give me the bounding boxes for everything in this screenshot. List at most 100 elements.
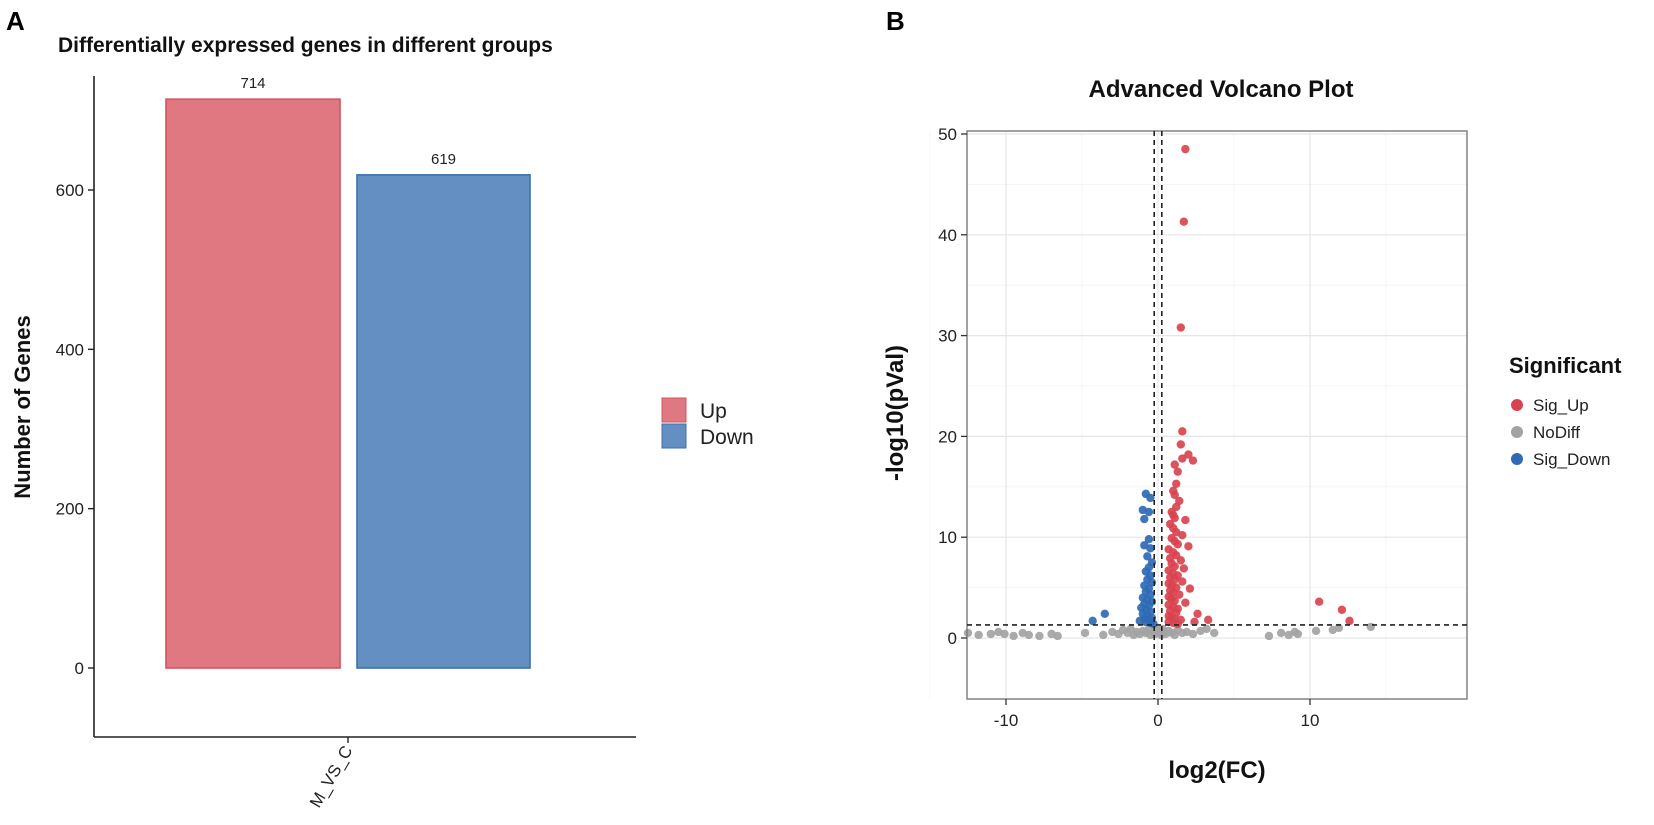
volcano-axes: -10 0 10 0 10 20 30 40 50	[938, 125, 1319, 730]
point-nodiff	[1293, 629, 1303, 639]
volcano-x-tick-label: 0	[1153, 711, 1162, 730]
legend-dot-nodiff	[1511, 426, 1523, 438]
bar-y-tick-label: 200	[56, 500, 84, 519]
point-sig-down	[1149, 619, 1158, 629]
point-nodiff	[986, 629, 995, 639]
point-sig-up	[1170, 513, 1179, 523]
panel-b-label: B	[886, 6, 905, 36]
bar-down	[356, 174, 531, 669]
legend-label-sig-down: Sig_Down	[1533, 450, 1611, 469]
point-sig-down	[1143, 552, 1152, 561]
bar-x-tick-label: M_VS_C	[306, 743, 356, 811]
point-sig-down	[1140, 514, 1149, 524]
volcano-points	[963, 144, 1376, 641]
point-nodiff	[1264, 631, 1274, 641]
volcano-legend: Significant Sig_Up NoDiff Sig_Down	[1509, 353, 1622, 469]
point-nodiff	[1276, 628, 1286, 638]
bar-y-tick-label: 600	[56, 181, 84, 200]
point-sig-up	[1170, 562, 1179, 571]
legend-label-down: Down	[700, 426, 754, 449]
legend-swatch-down	[661, 423, 687, 449]
legend-dot-sig-down	[1511, 453, 1523, 465]
point-sig-up	[1178, 577, 1187, 586]
point-nodiff	[1334, 623, 1344, 633]
point-sig-up	[1173, 619, 1182, 629]
point-sig-up	[1190, 617, 1199, 627]
point-sig-down	[1088, 616, 1097, 626]
point-sig-up	[1173, 540, 1182, 549]
point-nodiff	[963, 628, 973, 638]
point-sig-down	[1100, 609, 1110, 619]
volcano-x-tick-label: -10	[994, 711, 1019, 730]
bar-data-label: 714	[240, 75, 265, 92]
volcano-y-tick-label: 50	[938, 125, 957, 144]
volcano-panel-border	[966, 130, 1468, 700]
point-nodiff	[1311, 626, 1321, 636]
point-sig-up	[1188, 456, 1198, 465]
point-sig-down	[1146, 544, 1155, 553]
bar-up	[165, 98, 341, 669]
point-sig-up	[1170, 460, 1179, 469]
point-sig-up	[1176, 440, 1186, 449]
point-sig-up	[1181, 144, 1190, 154]
point-sig-up	[1175, 590, 1184, 599]
volcano-panel-bg	[967, 131, 1467, 699]
bar-y-axis-title: Number of Genes	[10, 315, 35, 498]
point-sig-up	[1314, 597, 1324, 606]
legend-label-up: Up	[700, 400, 727, 423]
bar-y-tick-label: 0	[75, 659, 84, 678]
point-nodiff	[1009, 631, 1018, 641]
point-sig-up	[1176, 323, 1186, 332]
volcano-y-tick-label: 40	[938, 226, 957, 245]
point-sig-up	[1184, 542, 1193, 551]
bar-chart-title: Differentially expressed genes in differ…	[58, 34, 553, 57]
panel-a-label: A	[6, 6, 25, 36]
point-sig-up	[1179, 217, 1189, 226]
point-sig-up	[1181, 515, 1190, 525]
volcano-y-tick-label: 10	[938, 528, 957, 547]
point-sig-up	[1173, 467, 1182, 476]
volcano-x-tick-label: 10	[1301, 711, 1320, 730]
legend-label-nodiff: NoDiff	[1533, 423, 1580, 442]
legend-label-sig-up: Sig_Up	[1533, 396, 1589, 415]
point-sig-up	[1181, 598, 1190, 607]
point-nodiff	[1210, 628, 1219, 638]
point-sig-up	[1178, 427, 1187, 436]
point-sig-up	[1184, 450, 1193, 459]
volcano-title: Advanced Volcano Plot	[1089, 76, 1354, 103]
point-sig-up	[1179, 564, 1189, 573]
legend-swatch-up	[661, 397, 687, 423]
legend-dot-sig-up	[1511, 399, 1523, 411]
point-sig-up	[1193, 609, 1202, 619]
legend-title-significant: Significant	[1509, 353, 1622, 378]
point-nodiff	[1366, 622, 1376, 632]
point-nodiff	[974, 630, 983, 640]
point-sig-down	[1144, 535, 1154, 544]
point-nodiff	[1053, 631, 1062, 641]
volcano-y-tick-label: 20	[938, 427, 957, 446]
point-sig-up	[1337, 605, 1347, 614]
bar-chart-plot-area: 0 200 400 600 714 619 M_VS_C	[56, 75, 636, 811]
point-sig-up	[1170, 490, 1179, 500]
point-nodiff	[1000, 629, 1009, 639]
bar-y-tick-label: 400	[56, 340, 84, 359]
volcano-thresholds	[967, 131, 1467, 699]
bar-data-label: 619	[431, 151, 456, 168]
point-sig-up	[1176, 556, 1186, 565]
point-sig-up	[1172, 479, 1181, 488]
point-sig-down	[1146, 493, 1155, 503]
volcano-y-tick-label: 0	[948, 629, 957, 648]
point-sig-down	[1144, 507, 1154, 517]
point-sig-up	[1178, 530, 1187, 540]
volcano-x-axis-title: log2(FC)	[1168, 757, 1265, 784]
volcano-grid	[929, 131, 1467, 699]
point-nodiff	[1188, 629, 1198, 639]
bar-legend: Up Down	[661, 397, 754, 449]
point-nodiff	[1080, 628, 1090, 638]
volcano-y-tick-label: 30	[938, 327, 957, 346]
point-nodiff	[1202, 624, 1211, 634]
point-sig-up	[1185, 584, 1195, 593]
point-nodiff	[1035, 631, 1044, 641]
point-sig-up	[1203, 615, 1213, 625]
